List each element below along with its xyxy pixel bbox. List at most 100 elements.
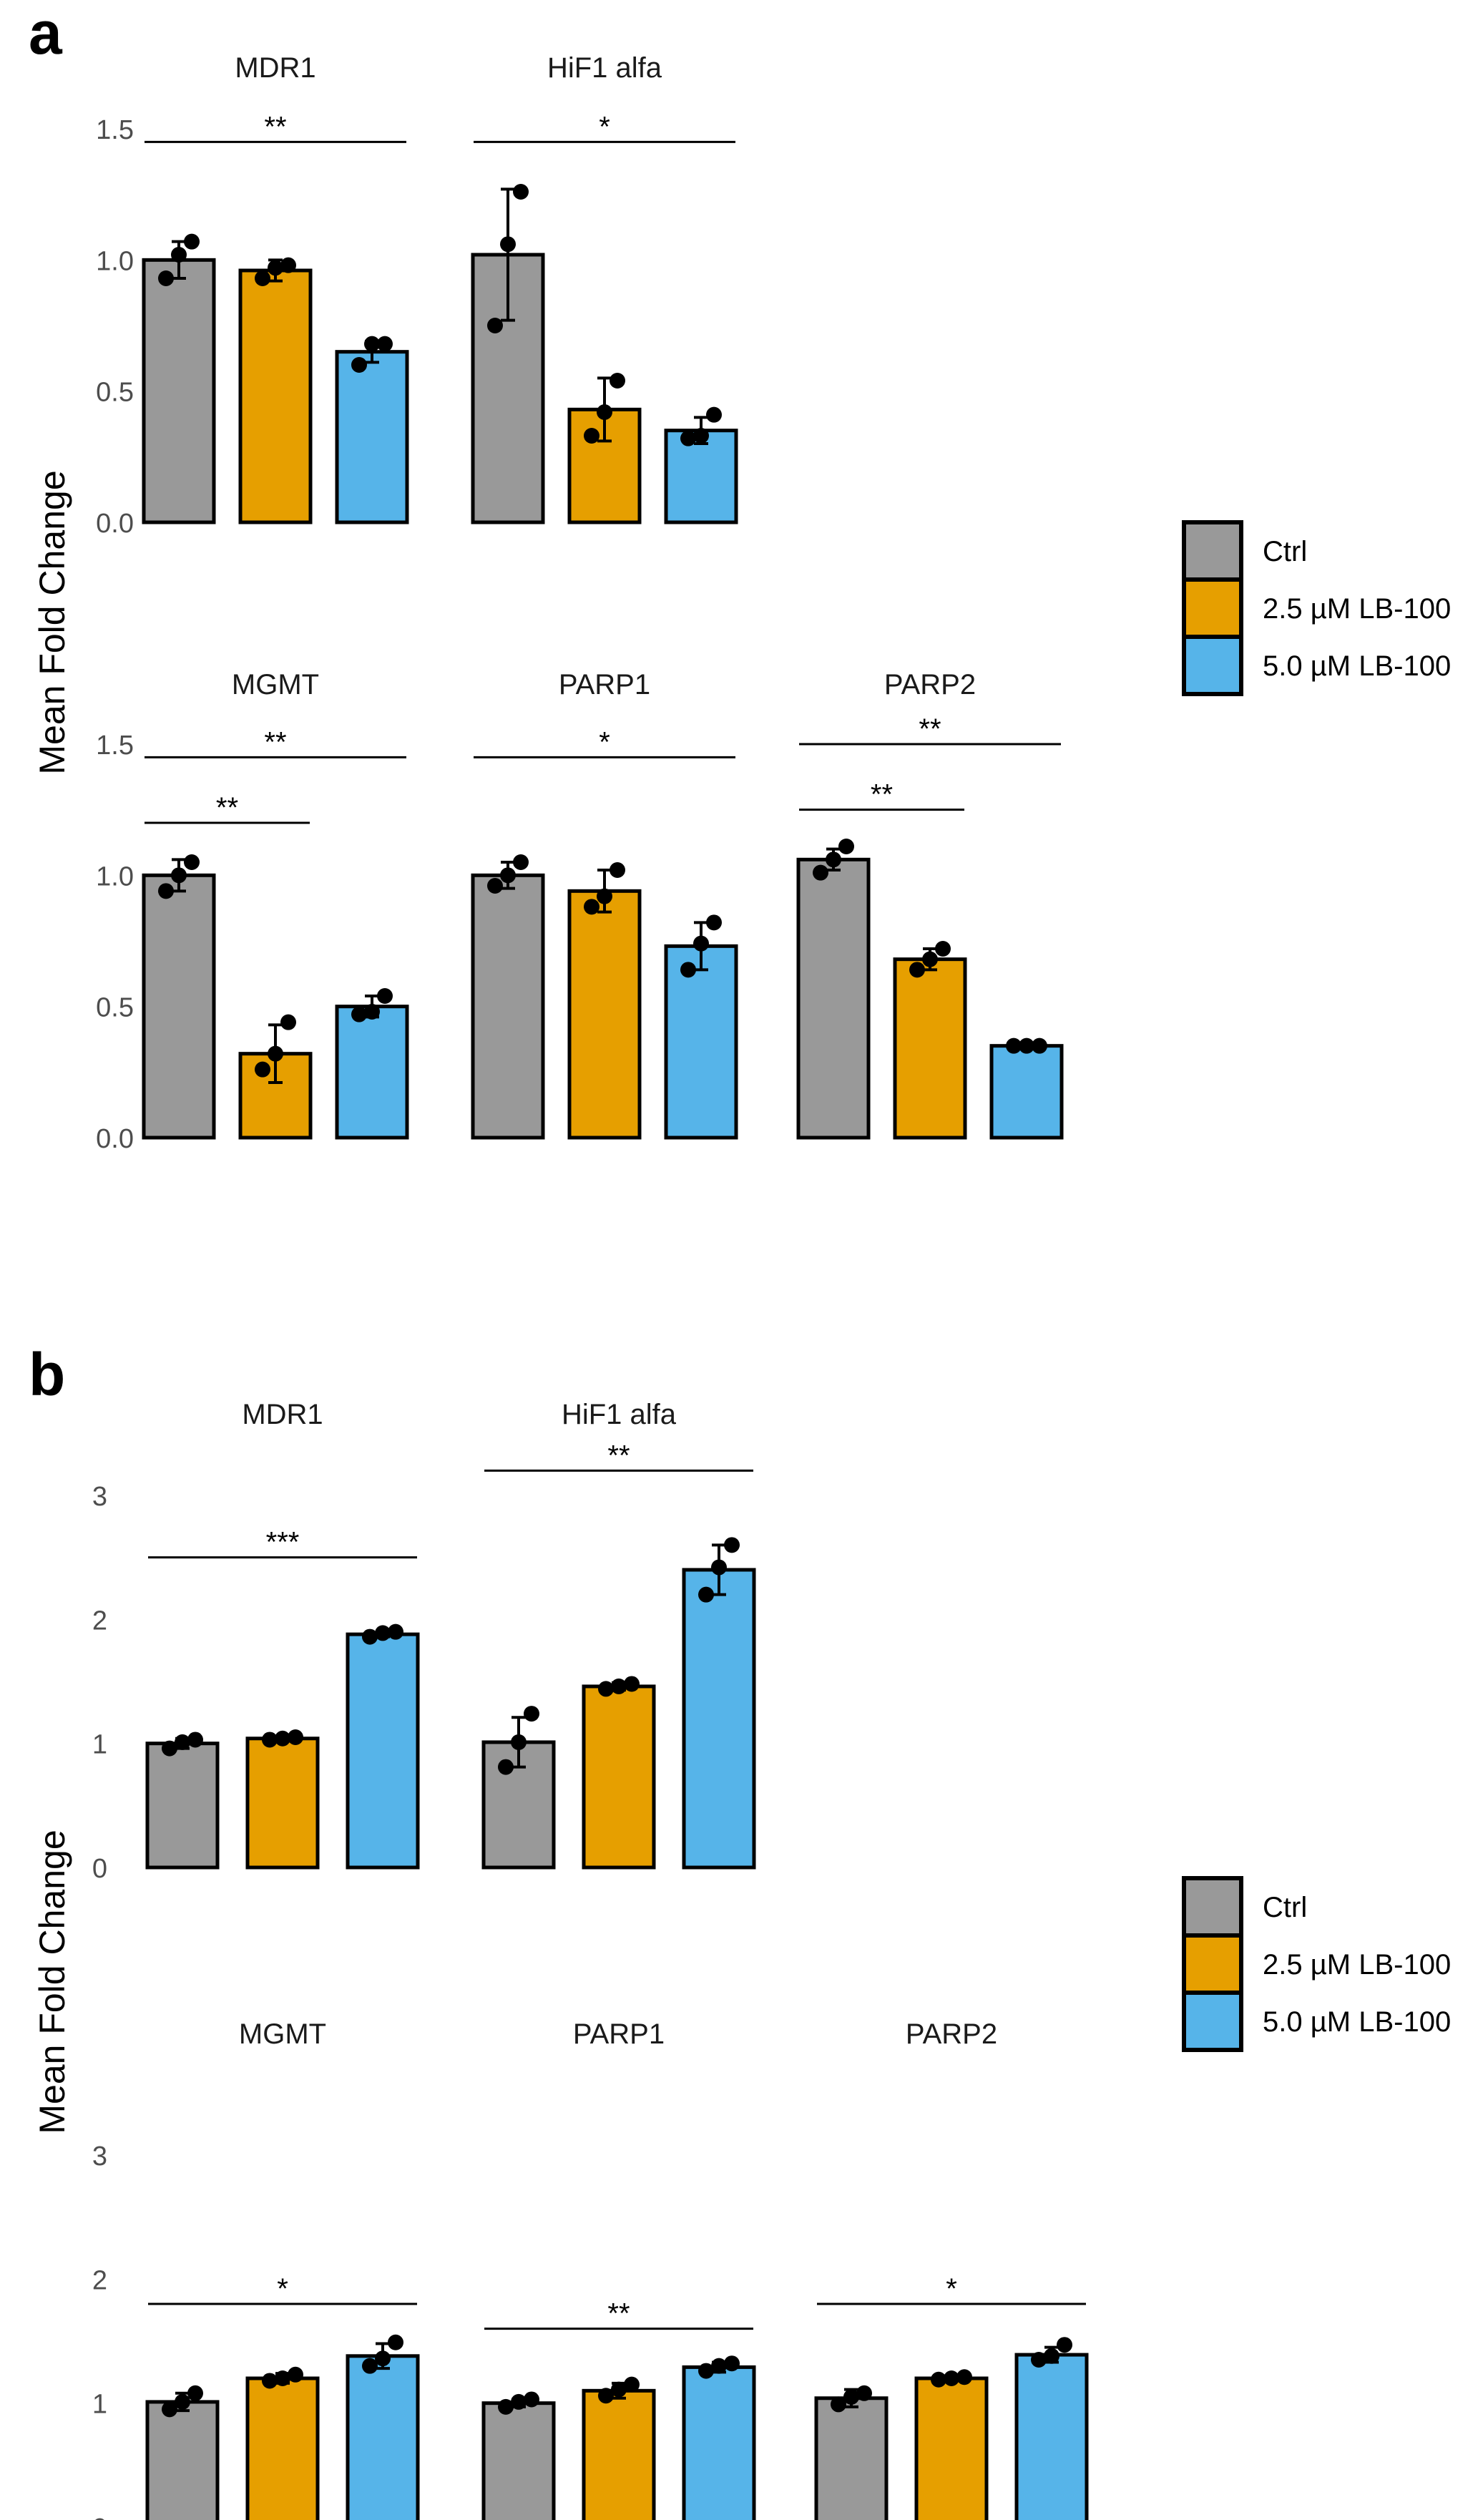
data-point — [498, 2398, 514, 2415]
data-point — [487, 318, 503, 333]
data-point — [511, 2393, 527, 2410]
data-point — [843, 2389, 859, 2405]
data-point — [362, 2358, 378, 2374]
data-point — [362, 1628, 378, 1645]
y-axis-label: Mean Fold Change — [32, 470, 72, 774]
data-point — [680, 962, 696, 978]
y-tick-label: 0 — [92, 2514, 107, 2520]
legend: Ctrl 2.5 µM LB-100 5.0 µM LB-100 — [1182, 1876, 1451, 2052]
y-tick-label: 1.5 — [96, 731, 134, 761]
y-axis-label: Mean Fold Change — [32, 1830, 72, 2134]
legend-label: Ctrl — [1263, 536, 1307, 567]
y-tick-label: 0 — [92, 1854, 107, 1884]
data-point — [826, 851, 841, 868]
panel-letter: a — [29, 0, 63, 67]
legend-label: 2.5 µM LB-100 — [1263, 1949, 1451, 1981]
significance-label: * — [599, 111, 610, 142]
data-point — [922, 951, 938, 967]
significance-label: * — [946, 2273, 957, 2305]
data-point — [724, 2355, 740, 2372]
bar — [582, 1684, 656, 1870]
data-point — [351, 1006, 367, 1022]
data-point — [597, 888, 612, 904]
bar — [664, 429, 738, 524]
facet-mgmt: MGMT ** ** — [142, 669, 409, 1140]
data-point — [364, 336, 380, 352]
data-point — [511, 1734, 527, 1750]
y-tick-label: 0.0 — [96, 509, 134, 539]
data-point — [1031, 2352, 1047, 2368]
data-point — [693, 935, 709, 952]
y-tick-label: 1 — [92, 2390, 107, 2420]
data-point — [935, 941, 951, 957]
data-point — [610, 373, 625, 389]
y-tick-label: 3 — [92, 2141, 107, 2172]
data-point — [693, 428, 709, 444]
data-point — [280, 257, 296, 273]
data-point — [364, 1004, 380, 1020]
data-point — [162, 1740, 177, 1757]
data-point — [706, 914, 722, 931]
bar — [335, 350, 409, 524]
data-point — [524, 1706, 539, 1722]
data-point — [375, 2350, 391, 2367]
bar — [814, 2396, 889, 2520]
data-point — [711, 2358, 727, 2374]
data-point — [711, 1559, 727, 1576]
bar — [335, 1005, 409, 1140]
significance-label: ** — [919, 713, 941, 745]
data-point — [171, 247, 187, 263]
facet-title: HiF1 alfa — [547, 52, 662, 84]
data-point — [255, 270, 270, 286]
data-point — [1032, 1037, 1047, 1054]
data-point — [698, 2363, 714, 2379]
data-point — [698, 1586, 714, 1603]
bar — [481, 2401, 556, 2520]
y-tick-label: 0.0 — [96, 1124, 134, 1154]
data-point — [598, 2388, 614, 2404]
data-point — [158, 270, 174, 286]
data-point — [288, 1729, 303, 1745]
bar — [796, 857, 871, 1140]
facet-parp1: PARP1 ** — [481, 2018, 756, 2520]
y-tick-label: 1 — [92, 1730, 107, 1760]
significance-label: ** — [264, 726, 286, 758]
data-point — [262, 1732, 278, 1748]
bar — [914, 2376, 989, 2520]
legend-label: Ctrl — [1263, 1892, 1307, 1923]
data-point — [175, 2393, 190, 2410]
data-point — [624, 2376, 640, 2393]
bar — [1014, 2353, 1089, 2520]
bar — [664, 944, 738, 1140]
data-point — [611, 2381, 627, 2398]
data-point — [513, 854, 529, 870]
data-point — [1057, 2337, 1072, 2353]
data-point — [351, 357, 367, 373]
data-point — [388, 2334, 403, 2350]
data-point — [513, 184, 529, 200]
bar — [238, 268, 313, 524]
data-point — [375, 1625, 391, 1641]
bar — [142, 873, 216, 1140]
data-point — [500, 236, 516, 253]
data-point — [856, 2385, 872, 2401]
data-point — [611, 1678, 627, 1694]
data-point — [275, 1730, 290, 1747]
y-tick-label: 0.5 — [96, 993, 134, 1023]
bar — [893, 957, 967, 1140]
significance-label: ** — [607, 1440, 630, 1471]
bar — [346, 2354, 420, 2520]
data-point — [268, 1045, 283, 1062]
facet-title: MDR1 — [235, 52, 315, 84]
data-point — [171, 867, 187, 884]
data-point — [388, 1623, 403, 1640]
facet-title: HiF1 alfa — [562, 1399, 677, 1430]
facet-mgmt: MGMT * — [145, 2018, 420, 2520]
data-point — [187, 2385, 203, 2401]
bar — [682, 2365, 756, 2520]
data-point — [288, 2366, 303, 2383]
data-point — [724, 1537, 740, 1553]
bar — [145, 1742, 220, 1870]
